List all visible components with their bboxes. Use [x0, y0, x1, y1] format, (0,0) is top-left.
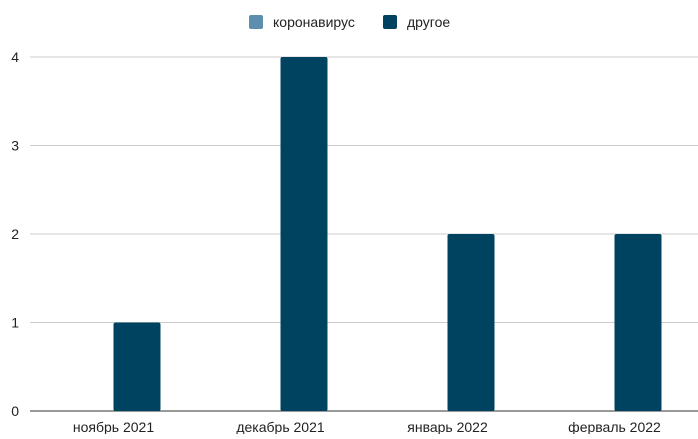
- bar-other-1: [280, 57, 328, 411]
- y-axis-ticks: 0 1 2 3 4: [11, 49, 19, 419]
- bars: [113, 57, 662, 411]
- x-tick-label: ноябрь 2021: [73, 419, 154, 434]
- legend-label-coronavirus: коронавирус: [273, 14, 355, 30]
- y-tick-label: 0: [11, 403, 19, 419]
- x-tick-label: декабрь 2021: [236, 419, 325, 434]
- y-tick-label: 1: [11, 315, 19, 331]
- legend-swatch-other: [383, 15, 397, 29]
- bar-other-0: [113, 322, 161, 411]
- legend: коронавирус другое: [249, 14, 450, 30]
- legend-label-other: другое: [407, 14, 450, 30]
- bar-other-2: [447, 234, 495, 411]
- y-tick-label: 3: [11, 138, 19, 154]
- y-tick-label: 4: [11, 49, 19, 65]
- y-tick-label: 2: [11, 226, 19, 242]
- legend-swatch-coronavirus: [249, 15, 263, 29]
- x-axis-ticks: ноябрь 2021 декабрь 2021 январь 2022 фервал…: [73, 419, 661, 435]
- x-tick-label: ферваль 2022: [568, 419, 661, 434]
- bar-other-3: [614, 234, 662, 411]
- x-tick-label: январь 2022: [407, 419, 488, 434]
